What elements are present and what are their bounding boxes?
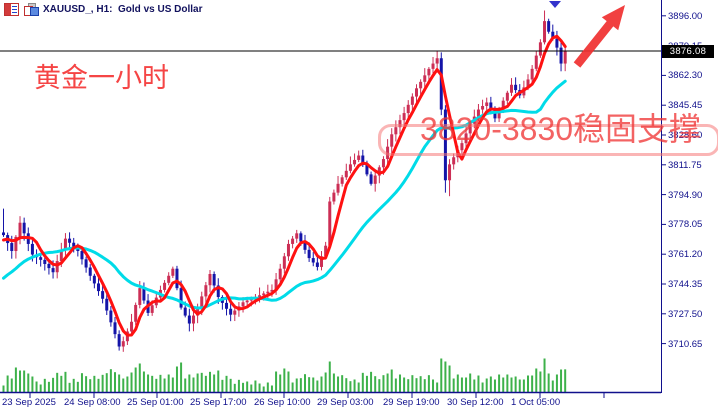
quotes-list-icon (4, 2, 19, 16)
ma-slow-line (2, 79, 567, 310)
chart-title: XAUUSD_, H1: Gold vs US Dollar (43, 3, 203, 15)
up-trend-arrow-icon (573, 5, 625, 68)
current-price-tag: 3876.08 (662, 44, 714, 58)
axes (0, 0, 666, 398)
ma-fast-line (2, 34, 567, 337)
chart-titlebar: XAUUSD_, H1: Gold vs US Dollar (4, 2, 202, 16)
annotation-gold-hourly: 黄金一小时 (34, 63, 169, 93)
trend-arrow (573, 5, 625, 68)
down-arrow-marker-icon (549, 1, 561, 8)
volume-bars (2, 358, 567, 393)
candles (2, 10, 567, 352)
moving-averages (2, 34, 567, 337)
sell-marker (549, 1, 561, 8)
chart-windows-icon (24, 3, 39, 16)
support-zone-label: 3820-3830稳固支撑 (420, 111, 702, 147)
